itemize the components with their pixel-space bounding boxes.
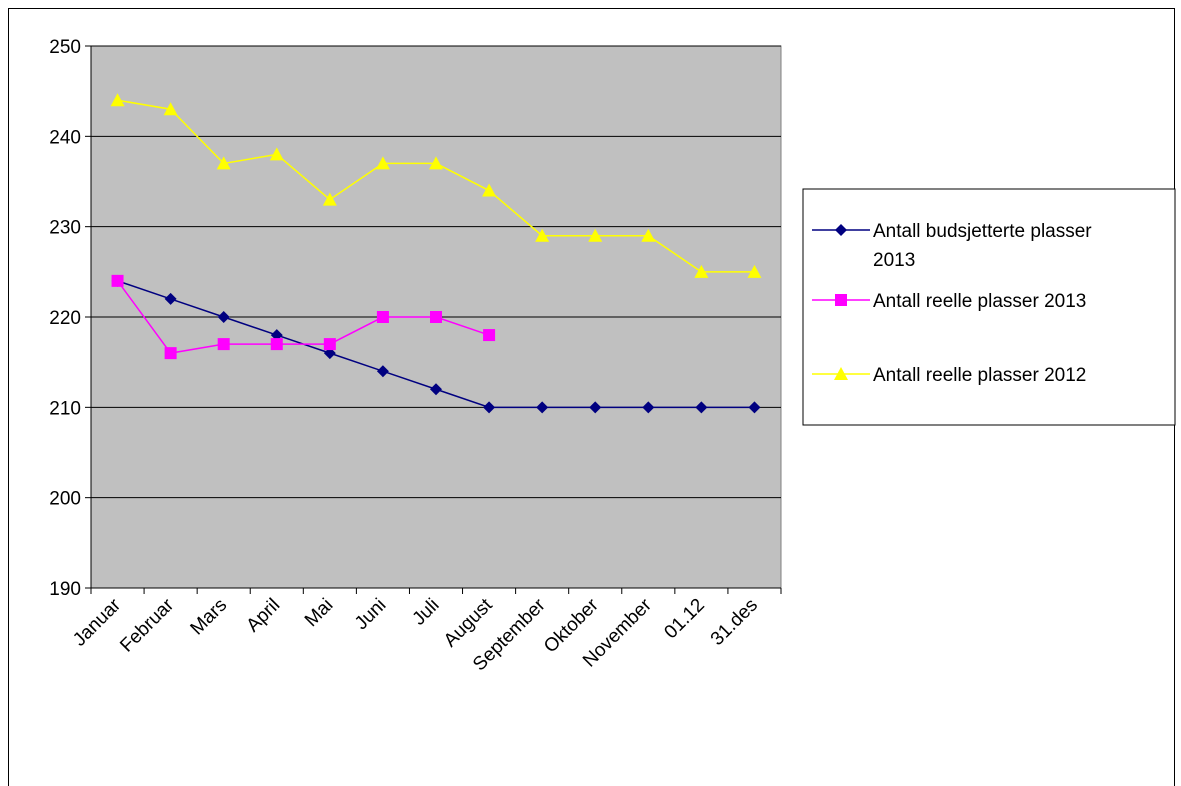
data-point: [747, 264, 762, 278]
series-2: [111, 274, 496, 360]
legend: Antall budsjetterte plasser 2013 Antall re…: [802, 188, 1176, 426]
data-point: [642, 401, 655, 414]
data-point: [695, 401, 708, 414]
data-point: [217, 338, 230, 351]
data-point: [164, 347, 177, 360]
data-point: [430, 311, 442, 323]
data-point: [322, 192, 337, 206]
data-point: [482, 183, 497, 197]
legend-entry-2: Antall reelle plasser 2013: [812, 291, 1086, 312]
y-tick-label: 220: [49, 308, 81, 329]
data-point: [164, 292, 177, 305]
data-point: [111, 274, 124, 287]
data-point: [216, 156, 231, 170]
series-line: [116, 280, 490, 354]
legend-box: [802, 188, 1176, 426]
y-tick-label: 210: [49, 398, 81, 419]
y-tick-label: 240: [49, 127, 81, 148]
series-group: [110, 93, 762, 414]
legend-marker: [835, 224, 847, 236]
data-point: [110, 93, 125, 107]
data-point: [483, 401, 496, 414]
legend-entry-1: Antall budsjetterte plasser 2013: [812, 221, 1092, 271]
data-point: [375, 156, 390, 170]
data-point: [429, 156, 443, 170]
y-tick-label: 200: [49, 489, 81, 510]
y-axis-tick-labels: 190 200 210 220 230 240 250: [49, 37, 91, 600]
data-point: [376, 365, 389, 378]
series-3: [110, 93, 762, 278]
data-point: [483, 329, 496, 342]
data-point: [270, 338, 283, 351]
data-point: [270, 329, 283, 342]
y-tick-label: 230: [49, 218, 81, 239]
y-tick-label: 250: [49, 37, 81, 58]
data-point: [376, 311, 389, 323]
data-point: [588, 228, 603, 242]
data-point: [535, 228, 550, 242]
data-point: [641, 228, 656, 242]
data-point: [536, 401, 549, 414]
data-point: [269, 147, 284, 161]
data-point: [217, 311, 230, 323]
legend-label: Antall budsjetterte plasser: [873, 221, 1092, 242]
data-point: [323, 347, 336, 360]
data-point: [694, 264, 709, 278]
legend-marker: [835, 294, 847, 306]
legend-marker: [834, 367, 848, 380]
data-point: [430, 383, 442, 396]
data-point: [163, 102, 178, 116]
data-point: [589, 401, 602, 414]
data-point: [748, 401, 761, 414]
legend-label: 2013: [873, 250, 915, 271]
data-point: [323, 338, 336, 351]
legend-label: Antall reelle plasser 2013: [873, 291, 1086, 312]
y-tick-label: 190: [49, 579, 81, 600]
legend-entry-3: Antall reelle plasser 2012: [812, 365, 1086, 386]
legend-label: Antall reelle plasser 2012: [873, 365, 1086, 386]
